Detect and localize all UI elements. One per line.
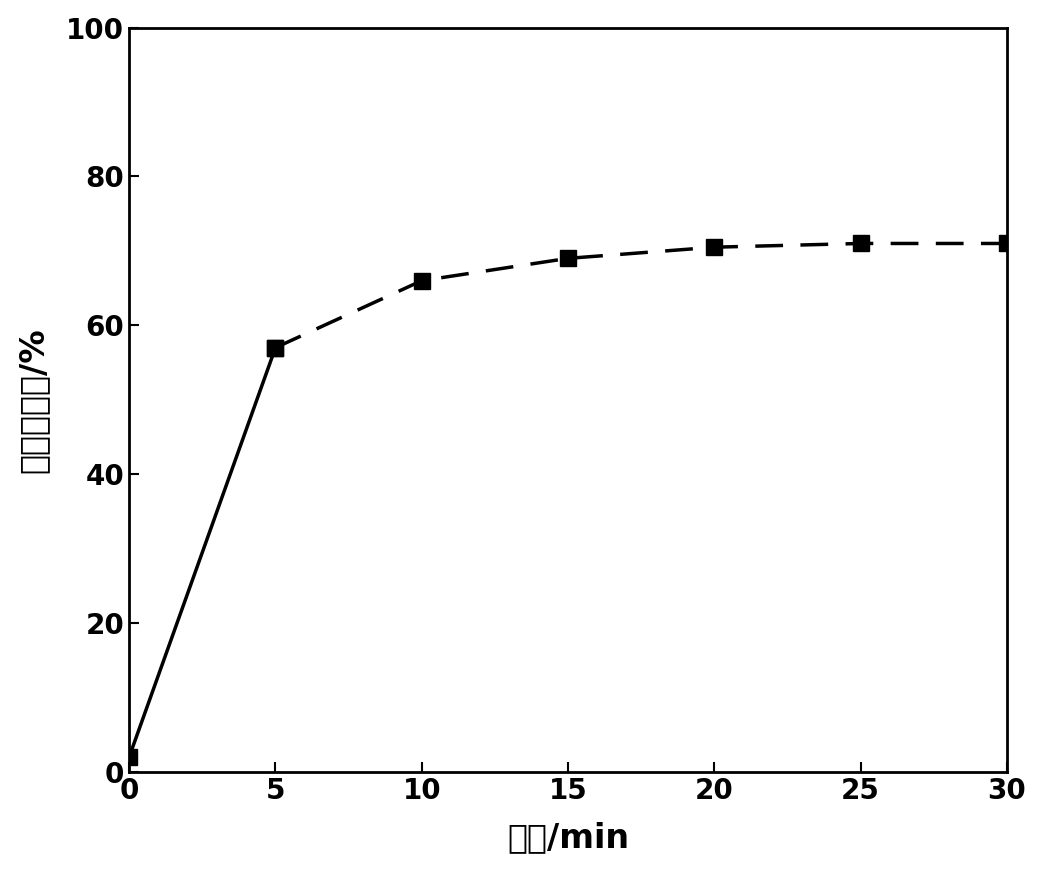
X-axis label: 时间/min: 时间/min [507, 821, 629, 854]
Y-axis label: 甲醉去除率/%: 甲醉去除率/% [17, 327, 50, 473]
